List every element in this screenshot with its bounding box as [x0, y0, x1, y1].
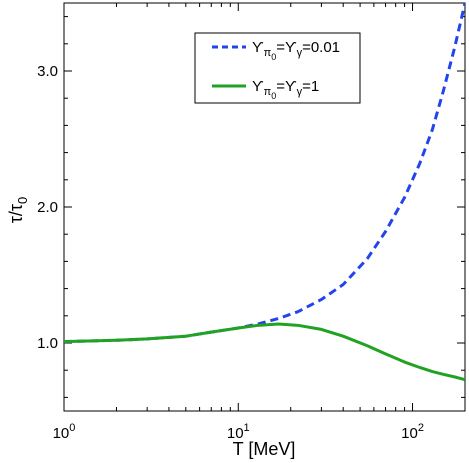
y-axis-label-sub: 0 — [15, 197, 30, 204]
legend-entry-solid: ϒπ0=ϒγ=1 — [252, 78, 319, 101]
legend: ϒπ0=ϒγ=0.01 ϒπ0=ϒγ=1 — [194, 32, 361, 104]
legend-box — [194, 32, 361, 104]
y-axis-label-main: τ/τ — [6, 204, 26, 223]
x-tick-label: 100 — [53, 422, 76, 442]
y-tick-label: 2.0 — [37, 199, 58, 216]
x-tick-label: 101 — [227, 422, 250, 442]
x-tick-label: 102 — [401, 422, 424, 442]
ticks-layer: 100 101 102 1.0 2.0 3.0 — [37, 3, 466, 442]
y-axis-label: τ/τ0 — [6, 197, 30, 223]
svg-text:τ/τ0: τ/τ0 — [6, 197, 30, 223]
y-tick-label: 1.0 — [37, 335, 58, 352]
x-axis-label: T [MeV] — [233, 439, 296, 459]
series-layer — [64, 3, 465, 382]
legend-entry-dashed: ϒπ0=ϒγ=0.01 — [252, 39, 340, 62]
series-line-solid — [64, 322, 465, 382]
y-tick-label: 3.0 — [37, 63, 58, 80]
